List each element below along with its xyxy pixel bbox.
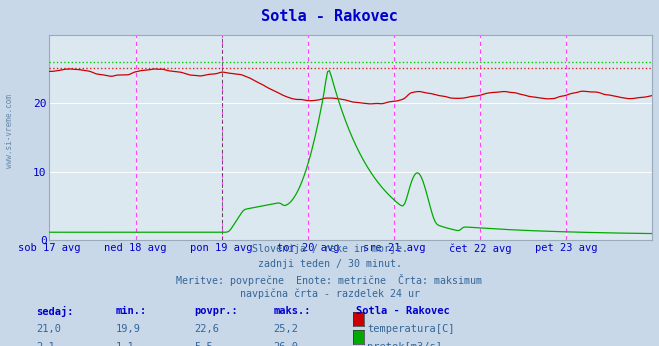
Text: 25,2: 25,2	[273, 324, 299, 334]
Text: Sotla - Rakovec: Sotla - Rakovec	[261, 9, 398, 24]
Text: 1,1: 1,1	[115, 342, 134, 346]
Text: 26,0: 26,0	[273, 342, 299, 346]
Text: Meritve: povprečne  Enote: metrične  Črta: maksimum: Meritve: povprečne Enote: metrične Črta:…	[177, 274, 482, 286]
Text: zadnji teden / 30 minut.: zadnji teden / 30 minut.	[258, 259, 401, 269]
Text: navpična črta - razdelek 24 ur: navpična črta - razdelek 24 ur	[239, 289, 420, 299]
Text: 2,1: 2,1	[36, 342, 55, 346]
Text: 22,6: 22,6	[194, 324, 219, 334]
Text: Slovenija / reke in morje.: Slovenija / reke in morje.	[252, 244, 407, 254]
Text: 5,5: 5,5	[194, 342, 213, 346]
Text: 21,0: 21,0	[36, 324, 61, 334]
Text: sedaj:: sedaj:	[36, 306, 74, 317]
Text: pretok[m3/s]: pretok[m3/s]	[367, 342, 442, 346]
Text: Sotla - Rakovec: Sotla - Rakovec	[356, 306, 449, 316]
Text: maks.:: maks.:	[273, 306, 311, 316]
Text: 19,9: 19,9	[115, 324, 140, 334]
Text: www.si-vreme.com: www.si-vreme.com	[5, 94, 14, 169]
Text: povpr.:: povpr.:	[194, 306, 238, 316]
Text: min.:: min.:	[115, 306, 146, 316]
Text: temperatura[C]: temperatura[C]	[367, 324, 455, 334]
